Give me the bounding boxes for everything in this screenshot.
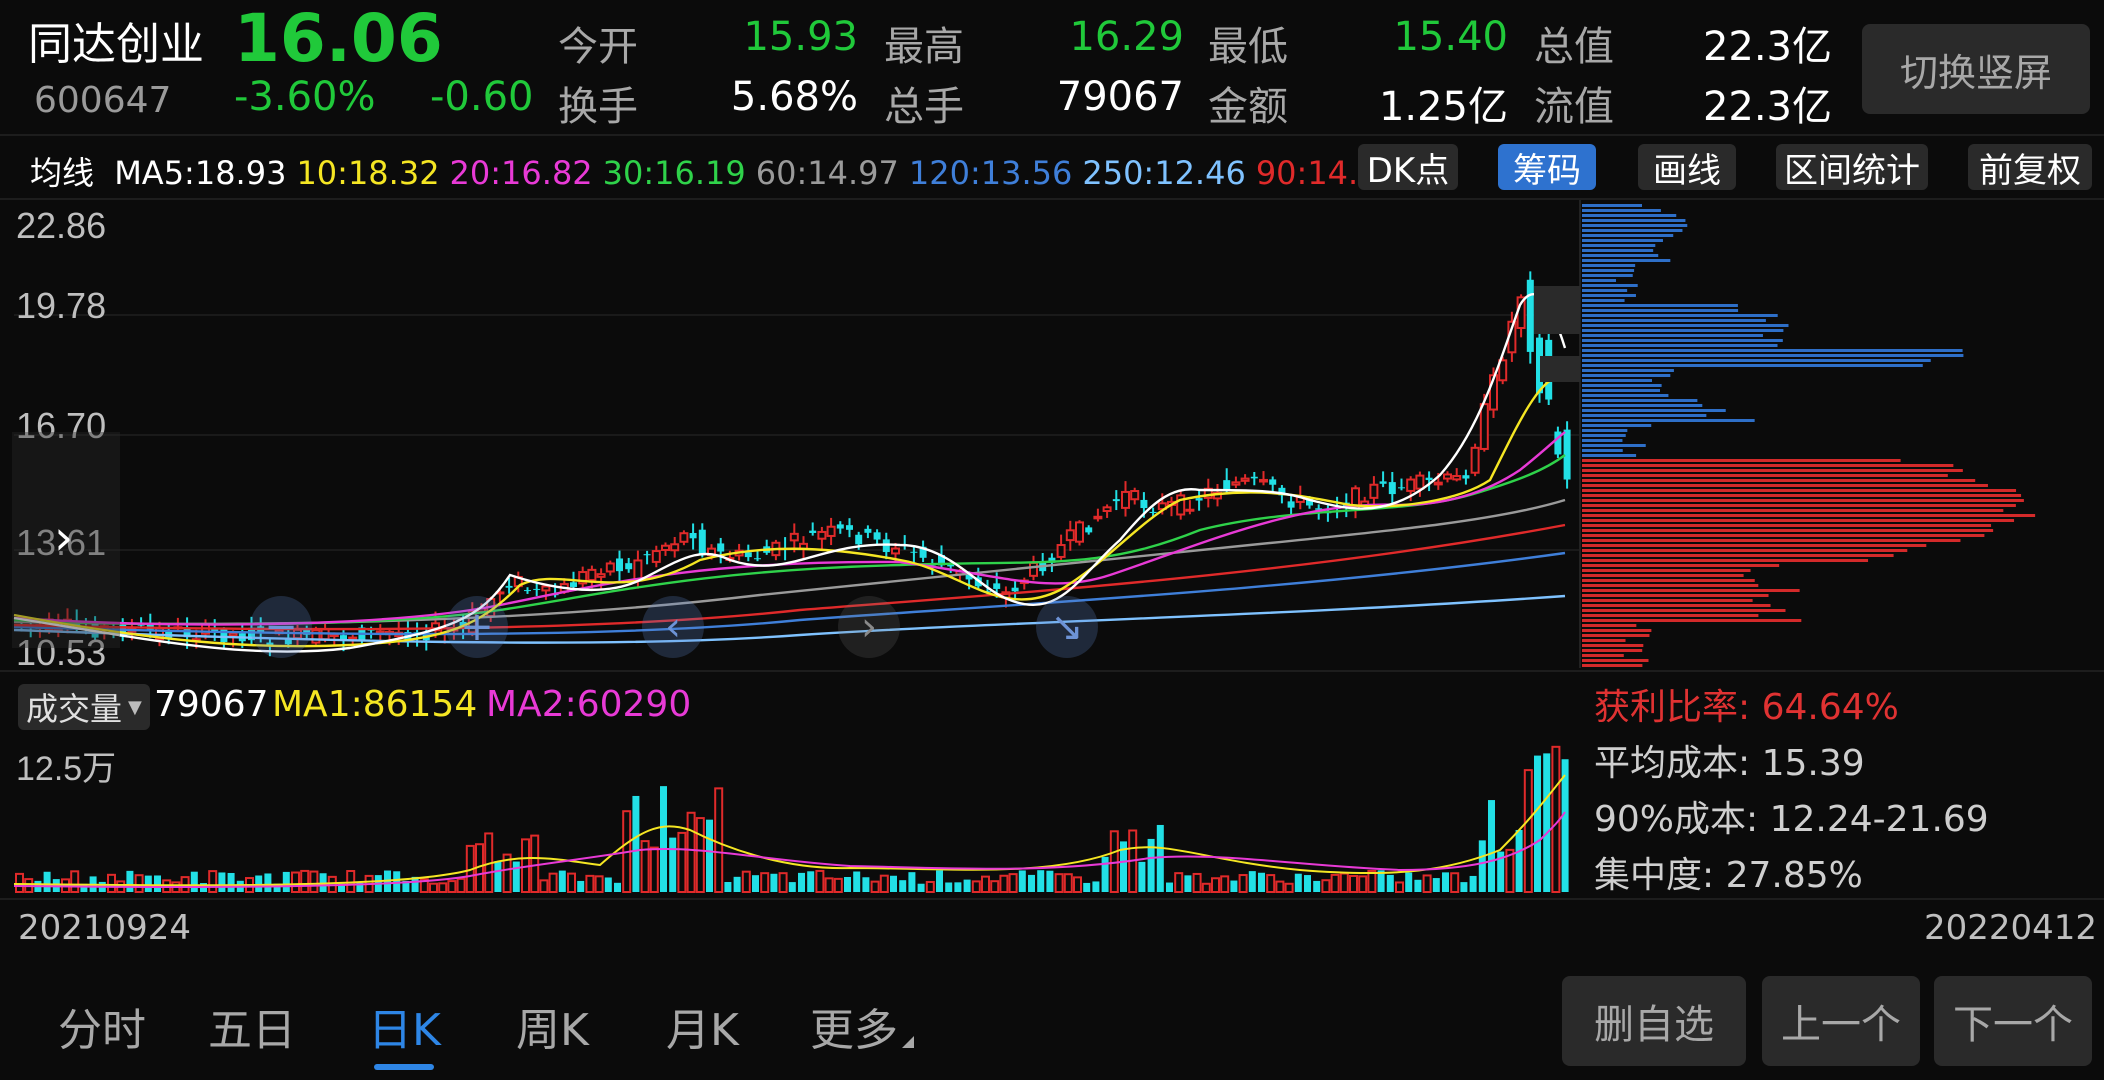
tab-dk-point[interactable]: DK点 [1358,144,1458,191]
volume-current: 79067 [154,684,269,725]
ma120-value: 120:13.56 [908,154,1073,192]
average-cost: 平均成本: 15.39 [1594,743,1865,784]
price-axis-3: 16.70 [16,405,106,446]
tab-five-day[interactable]: 五日 [208,1005,296,1056]
ma120-line [13,551,1566,636]
stock-name: 同达创业 [28,19,204,70]
price-axis-4: 13.61 [16,522,106,563]
kline-chart[interactable]: 22.86 19.78 16.70 13.61 10.53 [0,198,2104,668]
tab-interval-stats[interactable]: 区间统计 [1776,144,1928,191]
ma250-value: 250:12.46 [1082,154,1246,192]
price-axis-top: 22.86 [16,205,106,246]
volume-ma1: MA1:86154 [272,684,478,725]
open-value: 15.93 [743,14,858,60]
turnover-value: 5.68% [730,74,858,120]
ma30-line [13,454,1566,626]
switch-portrait-button[interactable]: 切换竖屏 [1862,24,2090,114]
volume-value: 79067 [1056,74,1184,120]
volume-indicator-label: 成交量 [26,690,123,728]
float-label: 流值 [1534,84,1614,130]
start-date: 20210924 [18,908,192,948]
chevron-left-icon[interactable]: ‹ [642,596,704,658]
volume-bars [15,745,1569,894]
zoom-out-icon[interactable]: − [250,596,312,658]
ma60-value: 60:14.97 [755,154,899,192]
open-label: 今开 [558,24,638,70]
ma-indicator-bar[interactable]: 均线 MA5:18.93 10:18.32 20:16.82 30:16.19 60:1… [30,148,1409,194]
tab-monthly-k[interactable]: 月K [666,1005,739,1056]
ma5-value: MA5:18.93 [114,154,287,192]
concentration: 集中度: 27.85% [1594,855,1863,896]
high-label: 最高 [884,24,964,70]
latest-price-marker-2 [1540,356,1580,382]
low-value: 15.40 [1393,14,1508,60]
tab-forward-adjust[interactable]: 前复权 [1968,144,2092,191]
amount-label: 金额 [1208,84,1288,130]
more-corner-icon [902,1036,914,1048]
chevron-right-icon[interactable]: › [54,510,74,566]
low-label: 最低 [1208,24,1288,70]
moving-average-lines [13,293,1567,653]
volume-ma2: MA2:60290 [486,684,692,725]
tab-chips[interactable]: 筹码 [1498,144,1596,191]
volume-axis-top: 12.5万 [16,750,116,788]
ma10-line [13,373,1566,648]
profit-ratio: 获利比率: 64.64% [1594,687,1899,728]
ma250-line [13,594,1566,644]
ma-title: 均线 [30,154,95,192]
zoom-in-icon[interactable]: + [446,596,508,658]
tab-more[interactable]: 更多 [810,1005,898,1056]
latest-price-marker [1534,286,1580,334]
active-tab-indicator [374,1064,434,1070]
end-date: 20220412 [1924,908,2098,948]
previous-button[interactable]: 上一个 [1762,976,1920,1066]
volume-label: 总手 [884,84,964,130]
next-button[interactable]: 下一个 [1934,976,2092,1066]
tab-intraday[interactable]: 分时 [58,1005,146,1056]
volume-chart[interactable]: 12.5万 [0,730,1580,900]
dropdown-arrow-icon: ▼ [128,696,142,718]
cost-90-range: 90%成本: 12.24-21.69 [1594,799,1989,840]
tab-daily-k[interactable]: 日K [368,1005,441,1056]
ma5-line [13,293,1567,653]
float-value: 22.3亿 [1702,84,1832,130]
amount-value: 1.25亿 [1378,84,1508,130]
ma20-line [13,431,1566,626]
volume-ma1-line [13,774,1566,887]
volume-indicator-select[interactable]: 成交量 ▼ [18,684,150,730]
mktcap-value: 22.3亿 [1702,24,1832,70]
ma20-value: 20:16.82 [449,154,593,192]
candlesticks [18,271,1571,657]
ma90-line [13,523,1566,631]
remove-watchlist-button[interactable]: 删自选 [1562,976,1746,1066]
current-price: 16.06 [234,0,443,77]
chip-distribution [1582,204,2036,667]
ma10-value: 10:18.32 [296,154,440,192]
ma30-value: 30:16.19 [602,154,746,192]
tab-draw-line[interactable]: 画线 [1638,144,1736,191]
volume-ma2-line [13,811,1566,888]
mktcap-label: 总值 [1534,24,1614,70]
turnover-label: 换手 [558,84,638,130]
collapse-icon[interactable]: ↘ [1036,596,1098,658]
stock-code: 600647 [34,80,172,121]
price-axis-2: 19.78 [16,285,106,326]
chevron-right-nav-icon[interactable]: › [838,596,900,658]
high-value: 16.29 [1069,14,1184,60]
tab-weekly-k[interactable]: 周K [516,1005,589,1056]
expand-sidebar-button[interactable] [12,432,120,648]
change-amount: -0.60 [430,74,534,120]
price-axis-bottom: 10.53 [16,632,106,668]
change-percent: -3.60% [234,74,376,120]
